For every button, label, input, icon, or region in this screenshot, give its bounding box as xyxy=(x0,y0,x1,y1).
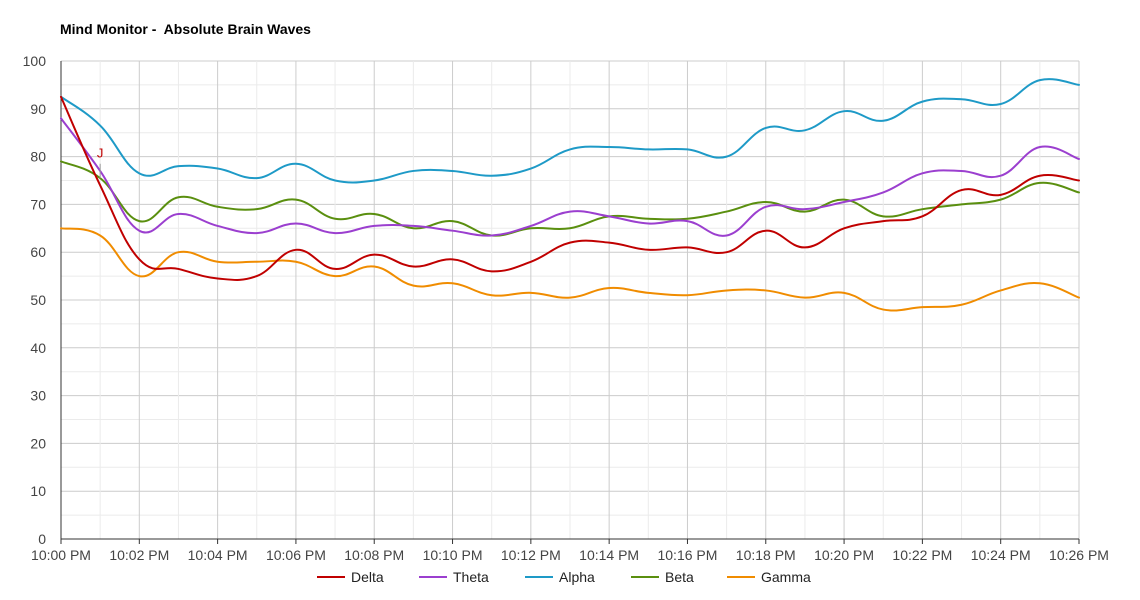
y-tick-label: 0 xyxy=(38,531,46,547)
y-tick-label: 60 xyxy=(30,244,46,260)
legend-label: Delta xyxy=(351,569,384,585)
y-tick-label: 70 xyxy=(30,196,46,212)
legend-label: Beta xyxy=(665,569,694,585)
x-tick-label: 10:00 PM xyxy=(31,547,91,563)
x-tick-label: 10:22 PM xyxy=(892,547,952,563)
y-tick-label: 100 xyxy=(23,53,47,69)
x-tick-label: 10:08 PM xyxy=(344,547,404,563)
series-line-theta xyxy=(60,117,1080,237)
legend-label: Theta xyxy=(453,569,489,585)
x-tick-label: 10:02 PM xyxy=(109,547,169,563)
legend-item-alpha: Alpha xyxy=(525,569,595,585)
y-tick-label: 50 xyxy=(30,292,46,308)
y-tick-label: 20 xyxy=(30,435,46,451)
legend-item-delta: Delta xyxy=(317,569,384,585)
legend-item-beta: Beta xyxy=(631,569,694,585)
legend-item-theta: Theta xyxy=(419,569,489,585)
x-tick-label: 10:12 PM xyxy=(501,547,561,563)
x-tick-label: 10:26 PM xyxy=(1049,547,1109,563)
annotation-layer: J xyxy=(97,146,104,179)
legend: Delta Theta Alpha Beta Gamma xyxy=(317,569,811,585)
grid-layer xyxy=(60,60,1080,540)
legend-item-gamma: Gamma xyxy=(727,569,811,585)
y-tick-label: 80 xyxy=(30,149,46,165)
x-tick-label: 10:14 PM xyxy=(579,547,639,563)
x-tick-label: 10:06 PM xyxy=(266,547,326,563)
y-tick-label: 40 xyxy=(30,340,46,356)
x-tick-label: 10:16 PM xyxy=(657,547,717,563)
x-tick-label: 10:20 PM xyxy=(814,547,874,563)
legend-label: Gamma xyxy=(761,569,811,585)
y-tick-label: 10 xyxy=(30,483,46,499)
y-tick-label: 90 xyxy=(30,101,46,117)
axis-layer: 0 10 20 30 40 50 60 70 80 90 100 10:00 PM 10:02 PM 10… xyxy=(23,53,1109,563)
legend-label: Alpha xyxy=(559,569,595,585)
series-line-beta xyxy=(60,160,1080,237)
x-tick-label: 10:04 PM xyxy=(188,547,248,563)
series-line-alpha xyxy=(60,78,1080,184)
chart-title: Mind Monitor - Absolute Brain Waves xyxy=(60,21,311,37)
x-tick-label: 10:18 PM xyxy=(736,547,796,563)
y-tick-label: 30 xyxy=(30,388,46,404)
series-line-delta xyxy=(60,95,1080,281)
x-tick-label: 10:24 PM xyxy=(971,547,1031,563)
x-tick-label: 10:10 PM xyxy=(423,547,483,563)
series-layer xyxy=(60,78,1080,312)
annotation-label: J xyxy=(97,146,104,161)
series-line-gamma xyxy=(60,227,1080,312)
